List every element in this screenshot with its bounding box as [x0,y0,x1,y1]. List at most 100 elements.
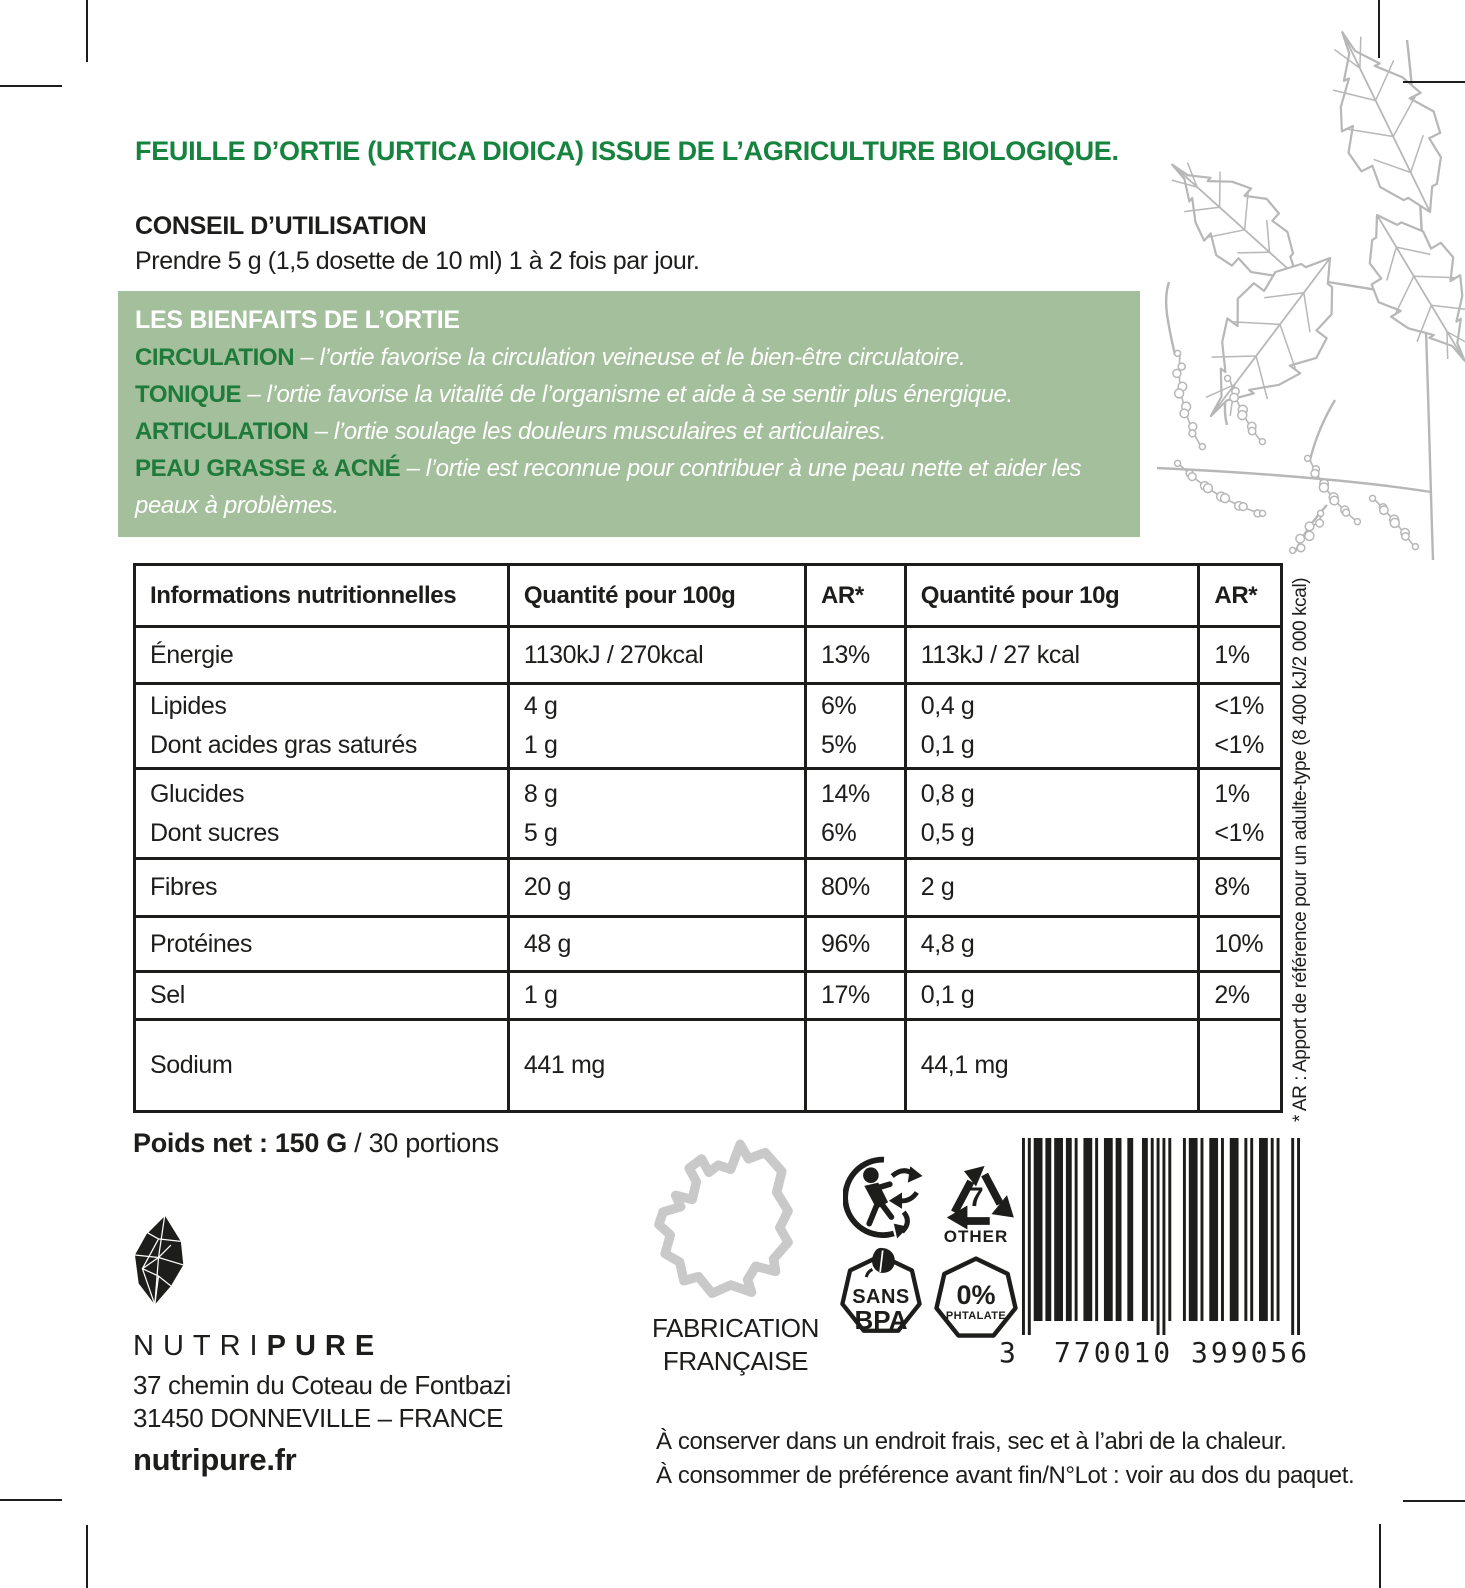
benefit-keyword: CIRCULATION [135,344,295,371]
cell-line: 14% [820,779,870,808]
cell-line: 17% [820,981,870,1009]
table-row: Sodium 441 mg 44,1 mg [133,1018,1283,1113]
phtalate-heptagon-icon [934,1256,1018,1338]
recycle-code-number: 7 [968,1182,984,1212]
cell-line: 0,4 g [920,692,975,720]
benefit-item: TONIQUE – l’ortie favorise la vitalité d… [135,376,1130,413]
storage-instruction-line1: À conserver dans un endroit frais, sec e… [656,1428,1287,1455]
cell-line: 441 mg [523,1051,605,1079]
column-header: AR* [803,563,907,628]
crop-mark [1379,1524,1381,1588]
table-cell-q100: 48 g [506,915,807,973]
sans-bpa-badge: SANS BPA [838,1247,924,1347]
cell-line: 1 g [523,981,558,1009]
benefit-item: ARTICULATION – l’ortie soulage les doule… [135,413,1130,450]
cell-line: 113kJ / 27 kcal [920,640,1080,669]
table-row: Fibres 20 g 80% 2 g 8% [133,857,1283,918]
table-cell-ar100: 17% [803,970,907,1021]
table-cell-name: Glucides Dont sucres [133,767,510,860]
cell-line: <1% [1214,818,1264,847]
table-cell-ar10: 2% [1197,970,1283,1021]
cell-line: Protéines [150,929,253,958]
sans-bpa-heptagon-icon [840,1247,922,1333]
cell-line: 0,1 g [920,981,975,1009]
table-cell-name: Fibres [133,857,510,918]
table-cell-ar10: 1% [1197,625,1283,685]
table-cell-ar100: 14% 6% [803,767,907,860]
table-cell-ar100: 13% [803,625,907,685]
cell-line: Fibres [150,873,218,901]
ean13-barcode [1022,1138,1300,1335]
table-header-row: Informations nutritionnelles Quantité pou… [133,563,1283,628]
cell-line: Énergie [150,640,234,669]
crop-mark [1403,81,1465,83]
column-header: Quantité pour 10g [903,563,1201,628]
table-cell-ar10: 1% <1% [1197,767,1283,860]
table-cell-ar100 [803,1018,907,1113]
brand-name-light: NUTRI [133,1330,267,1362]
cell-line: 96% [820,929,870,958]
table-cell-q10: 0,8 g 0,5 g [903,767,1201,860]
cell-line: 5% [820,731,857,759]
brand-name-bold: PURE [266,1330,384,1362]
benefit-keyword: PEAU GRASSE & ACNÉ [135,455,401,482]
cell-line: Sel [150,981,185,1009]
cell-line: 8% [1214,873,1250,901]
cell-line: 4,8 g [920,929,975,958]
cell-line: 1% [1214,779,1250,808]
benefits-list: CIRCULATION – l’ortie favorise la circul… [135,339,1130,524]
cell-line: 2 g [920,873,955,901]
cell-line: 6% [820,692,857,720]
cell-line: <1% [1214,692,1264,720]
france-map-icon [654,1139,793,1299]
cell-line: Sodium [150,1051,233,1079]
cell-line: Dont sucres [150,818,279,847]
benefit-keyword: TONIQUE [135,381,242,408]
table-row: Énergie 1130kJ / 270kcal 13% 113kJ / 27 kca… [133,625,1283,685]
crop-mark [86,0,88,62]
crop-mark [1403,1500,1465,1502]
zero-phtalate-badge: 0% PHTALATE [932,1256,1020,1348]
crop-mark [0,1499,62,1501]
cell-line: 13% [820,640,870,669]
table-cell-ar100: 80% [803,857,907,918]
cell-line: 1130kJ / 270kcal [523,640,704,669]
table-cell-name: Lipides Dont acides gras saturés [133,682,510,770]
table-cell-q100: 1 g [506,970,807,1021]
sans-bpa-line2: BPA [854,1305,908,1335]
table-cell-q10: 2 g [903,857,1201,918]
cell-line: Lipides [150,692,227,720]
benefits-heading: LES BIENFAITS DE L’ORTIE [135,306,460,334]
net-weight-portions: / 30 portions [346,1128,499,1158]
phtalate-line2: PHTALATE [945,1310,1007,1322]
ar-footnote-vertical: * AR : Apport de référence pour un adult… [1290,577,1311,1122]
table-cell-name: Énergie [133,625,510,685]
benefit-item: CIRCULATION – l’ortie favorise la circul… [135,339,1130,376]
column-header: Informations nutritionnelles [133,563,510,628]
usage-heading: CONSEIL D’UTILISATION [135,212,427,240]
benefit-item: PEAU GRASSE & ACNÉ – l’ortie est reconnu… [135,450,1130,524]
cell-line: 10% [1214,929,1264,958]
benefit-text: – l’ortie favorise la circulation veineu… [294,344,966,371]
table-cell-ar10: <1% <1% [1197,682,1283,770]
table-cell-ar100: 6% 5% [803,682,907,770]
cell-line: Glucides [150,779,245,808]
storage-instruction-line2: À consommer de préférence avant fin/N°Lo… [656,1462,1355,1489]
table-row: Protéines 48 g 96% 4,8 g 10% [133,915,1283,973]
table-cell-ar10: 8% [1197,857,1283,918]
benefit-text: – l’ortie soulage les douleurs musculair… [308,418,887,445]
barcode-digits-right: 399056 [1191,1336,1311,1369]
table-cell-q10: 44,1 mg [903,1018,1201,1113]
recycle-code-label: OTHER [943,1227,1009,1246]
table-cell-q100: 20 g [506,857,807,918]
nutripure-leaf-logo-icon [134,1214,184,1305]
cell-line: 0,8 g [920,779,975,808]
table-cell-ar100: 96% [803,915,907,973]
cell-line: 0,5 g [920,818,975,847]
table-cell-name: Protéines [133,915,510,973]
brand-address-line1: 37 chemin du Coteau de Fontbazi [133,1370,511,1400]
cell-line: 0,1 g [920,731,975,759]
